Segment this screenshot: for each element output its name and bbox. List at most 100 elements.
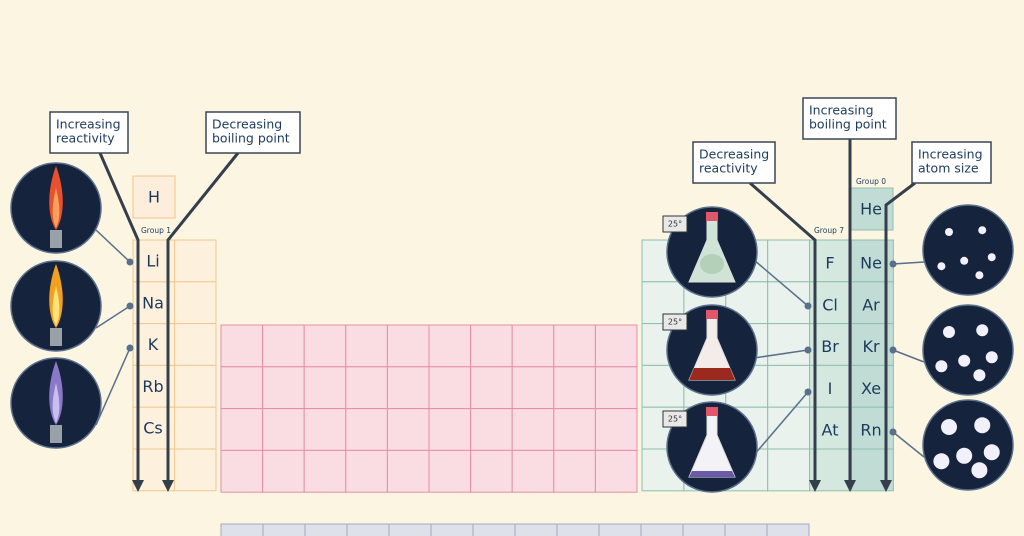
annotation-text: Increasing [809, 103, 874, 118]
table-cell [346, 523, 390, 536]
table-cell [470, 324, 513, 368]
connector [892, 349, 925, 363]
connector [95, 229, 131, 263]
flame-core [52, 286, 60, 326]
arrow-line [884, 181, 916, 482]
table-cell [345, 449, 388, 493]
atom [941, 419, 957, 435]
atom [943, 326, 955, 338]
element-symbol: I [828, 379, 833, 398]
table-cell [724, 523, 768, 536]
annotation-text: boiling point [212, 131, 290, 146]
atom [983, 444, 1000, 461]
table-cell [809, 448, 852, 492]
table-cell [594, 324, 638, 368]
table-cell [430, 523, 474, 536]
table-cell [767, 323, 811, 366]
atom [987, 253, 996, 262]
table-cell [386, 449, 430, 493]
connector-dot [889, 346, 897, 354]
table-cell [553, 449, 596, 493]
connector [753, 349, 809, 359]
annotation-box [49, 111, 129, 154]
table-cell [594, 449, 638, 493]
thermometer-reading: 25° [668, 318, 682, 327]
table-cell [345, 324, 388, 368]
table-cell [470, 366, 513, 410]
element-symbol: Li [146, 252, 159, 271]
group-label: Group 7 [814, 226, 844, 235]
flask-content [689, 471, 735, 477]
illustration-circle [922, 304, 1014, 396]
atom [956, 447, 973, 464]
gas [700, 254, 724, 274]
table-cell [220, 366, 264, 410]
atom [973, 369, 986, 382]
element-symbol: Xe [861, 379, 881, 398]
burner [50, 425, 62, 443]
thermometer-reading: 25° [668, 220, 682, 229]
table-cell [766, 523, 810, 536]
connector-dot [804, 302, 812, 310]
element-symbol: Rb [142, 377, 163, 396]
connector-dot [126, 344, 134, 352]
table-cell [470, 449, 513, 493]
flask-content [689, 368, 735, 380]
arrow-head [880, 480, 892, 492]
annotation-box [205, 111, 301, 154]
flame-core [52, 188, 60, 228]
table-cell [767, 448, 811, 492]
annotation-text: Increasing [918, 147, 983, 162]
table-cell [303, 324, 347, 368]
table-cell [511, 449, 555, 493]
table-cell [767, 239, 811, 283]
atom [971, 462, 988, 479]
annotation-text: Increasing [56, 117, 121, 132]
atom [937, 262, 946, 271]
atom [945, 228, 953, 236]
table-cell [303, 449, 347, 493]
stopper [706, 212, 718, 221]
table-cell [174, 364, 217, 408]
table-cell [640, 523, 684, 536]
illustration-circle [922, 204, 1014, 296]
table-cell [174, 448, 217, 492]
annotation-box [692, 141, 776, 184]
table-cell [556, 523, 600, 536]
element-symbol: Rn [860, 421, 881, 440]
element-symbol: H [148, 188, 160, 207]
connector-dot [126, 258, 134, 266]
table-cell [553, 324, 596, 368]
table-cell [304, 523, 348, 536]
thermometer [662, 215, 688, 233]
table-cell [388, 523, 432, 536]
table-cell [809, 281, 852, 325]
annotation-box [911, 141, 992, 184]
element-symbol: Kr [862, 337, 879, 356]
atom [978, 226, 987, 235]
table-cell [428, 408, 472, 451]
annotation-text: reactivity [56, 131, 115, 146]
table-cell [303, 408, 347, 451]
table-cell [174, 406, 217, 450]
thermometer-reading: 25° [668, 415, 682, 424]
element-symbol: Na [142, 293, 164, 312]
element-symbol: Br [821, 337, 839, 356]
table-cell [345, 408, 388, 451]
element-symbol: Ne [860, 254, 882, 273]
table-cell [345, 366, 388, 410]
table-cell [594, 366, 638, 410]
table-cell [220, 449, 264, 493]
table-cell [262, 449, 305, 493]
atom [935, 360, 948, 373]
table-cell [472, 523, 516, 536]
table-cell [132, 175, 176, 219]
connector-dot [889, 260, 897, 268]
connector-dot [804, 346, 812, 354]
table-cell [767, 364, 811, 408]
connector [892, 261, 925, 265]
thermometer [662, 313, 688, 331]
element-symbol: Cs [143, 419, 163, 438]
table-cell [594, 408, 638, 451]
table-cell [809, 323, 852, 366]
